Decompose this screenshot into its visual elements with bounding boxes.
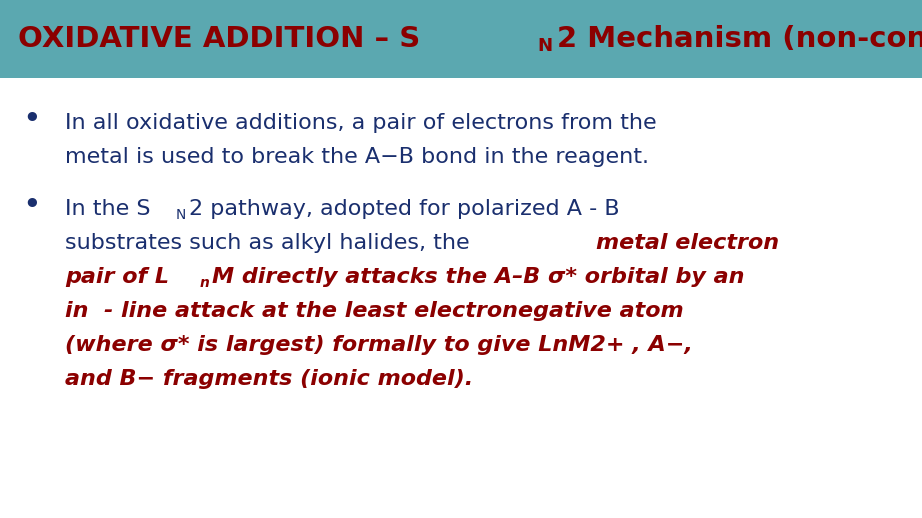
Text: N: N: [175, 208, 185, 222]
Text: •: •: [23, 193, 40, 219]
Text: N: N: [537, 37, 552, 55]
Text: In all oxidative additions, a pair of electrons from the: In all oxidative additions, a pair of el…: [65, 113, 656, 133]
Text: M directly attacks the A–B σ* orbital by an: M directly attacks the A–B σ* orbital by…: [212, 267, 744, 287]
Text: substrates such as alkyl halides, the: substrates such as alkyl halides, the: [65, 233, 477, 253]
Text: In the S: In the S: [65, 199, 150, 219]
Text: 2 Mechanism (non-concerted): 2 Mechanism (non-concerted): [557, 25, 922, 53]
Text: n: n: [199, 276, 209, 290]
Text: metal is used to break the A−B bond in the reagent.: metal is used to break the A−B bond in t…: [65, 147, 649, 167]
Text: metal electron: metal electron: [597, 233, 779, 253]
Text: OXIDATIVE ADDITION – S: OXIDATIVE ADDITION – S: [18, 25, 420, 53]
Text: •: •: [23, 107, 40, 133]
Text: in  - line attack at the least electronegative atom: in - line attack at the least electroneg…: [65, 301, 683, 321]
Text: and B− fragments (ionic model).: and B− fragments (ionic model).: [65, 369, 473, 389]
Text: (where σ* is largest) formally to give LnM2+ , A−,: (where σ* is largest) formally to give L…: [65, 335, 692, 355]
Text: 2 pathway, adopted for polarized A - B: 2 pathway, adopted for polarized A - B: [188, 199, 620, 219]
Text: pair of L: pair of L: [65, 267, 169, 287]
Bar: [0, 0, 922, 78]
